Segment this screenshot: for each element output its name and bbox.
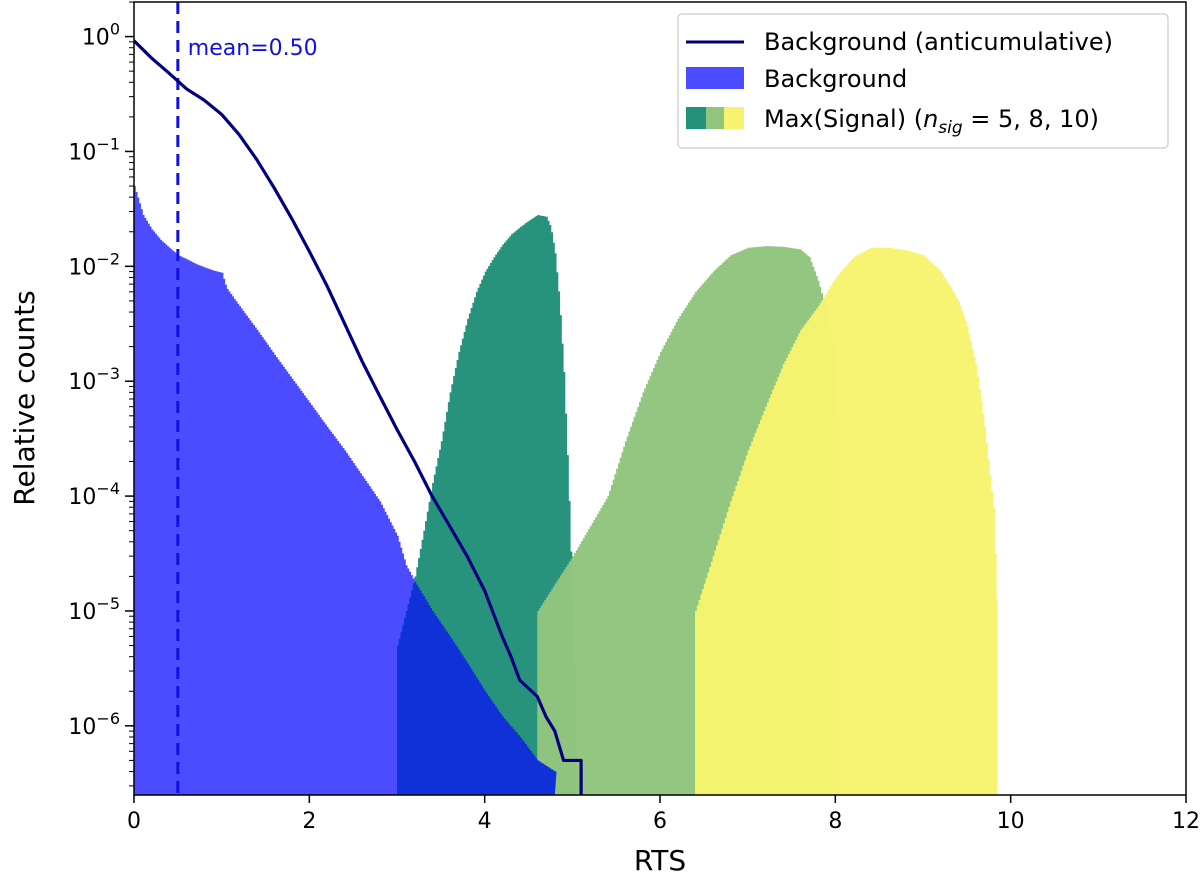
y-tick-label: 10−3 [68, 364, 120, 395]
y-tick-label: 10−2 [68, 249, 120, 280]
legend-label-background: Background [764, 65, 907, 93]
legend-patch-sig8 [706, 107, 724, 129]
y-tick-label: 10−6 [68, 709, 120, 740]
x-tick-label: 10 [997, 809, 1025, 834]
legend-label-signal: Max(Signal) (nsig = 5, 8, 10) [764, 105, 1099, 138]
histogram-max-signal-n-sig-10 [695, 247, 998, 795]
y-axis-label: Relative counts [8, 290, 41, 505]
legend-label-anticumulative: Background (anticumulative) [764, 28, 1113, 56]
histogram-overlap-background-signal [397, 581, 557, 795]
y-tick-label: 10−1 [68, 134, 120, 165]
y-tick-label: 10−4 [68, 479, 120, 510]
x-tick-label: 6 [653, 809, 667, 834]
mean-annotation: mean=0.50 [188, 36, 318, 61]
legend: Background (anticumulative) Background M… [677, 13, 1169, 149]
x-axis-label: RTS [634, 844, 686, 877]
legend-patch-sig5 [686, 107, 706, 129]
y-tick-label: 10−5 [68, 594, 120, 625]
x-tick-label: 12 [1172, 809, 1200, 834]
x-axis: 0 2 4 6 8 10 12 [127, 795, 1200, 834]
x-tick-label: 8 [828, 809, 842, 834]
y-tick-label: 100 [82, 20, 120, 51]
plot-area [134, 2, 998, 795]
x-tick-label: 0 [127, 809, 141, 834]
legend-frame [677, 13, 1169, 149]
x-tick-label: 2 [302, 809, 316, 834]
legend-patch-sig10 [724, 107, 744, 129]
y-axis: 100 10−1 10−2 10−3 10−4 10−5 10−6 [68, 1, 134, 787]
legend-patch-background [686, 67, 744, 89]
line-background-anticumulative [134, 39, 583, 795]
x-tick-label: 4 [478, 809, 492, 834]
